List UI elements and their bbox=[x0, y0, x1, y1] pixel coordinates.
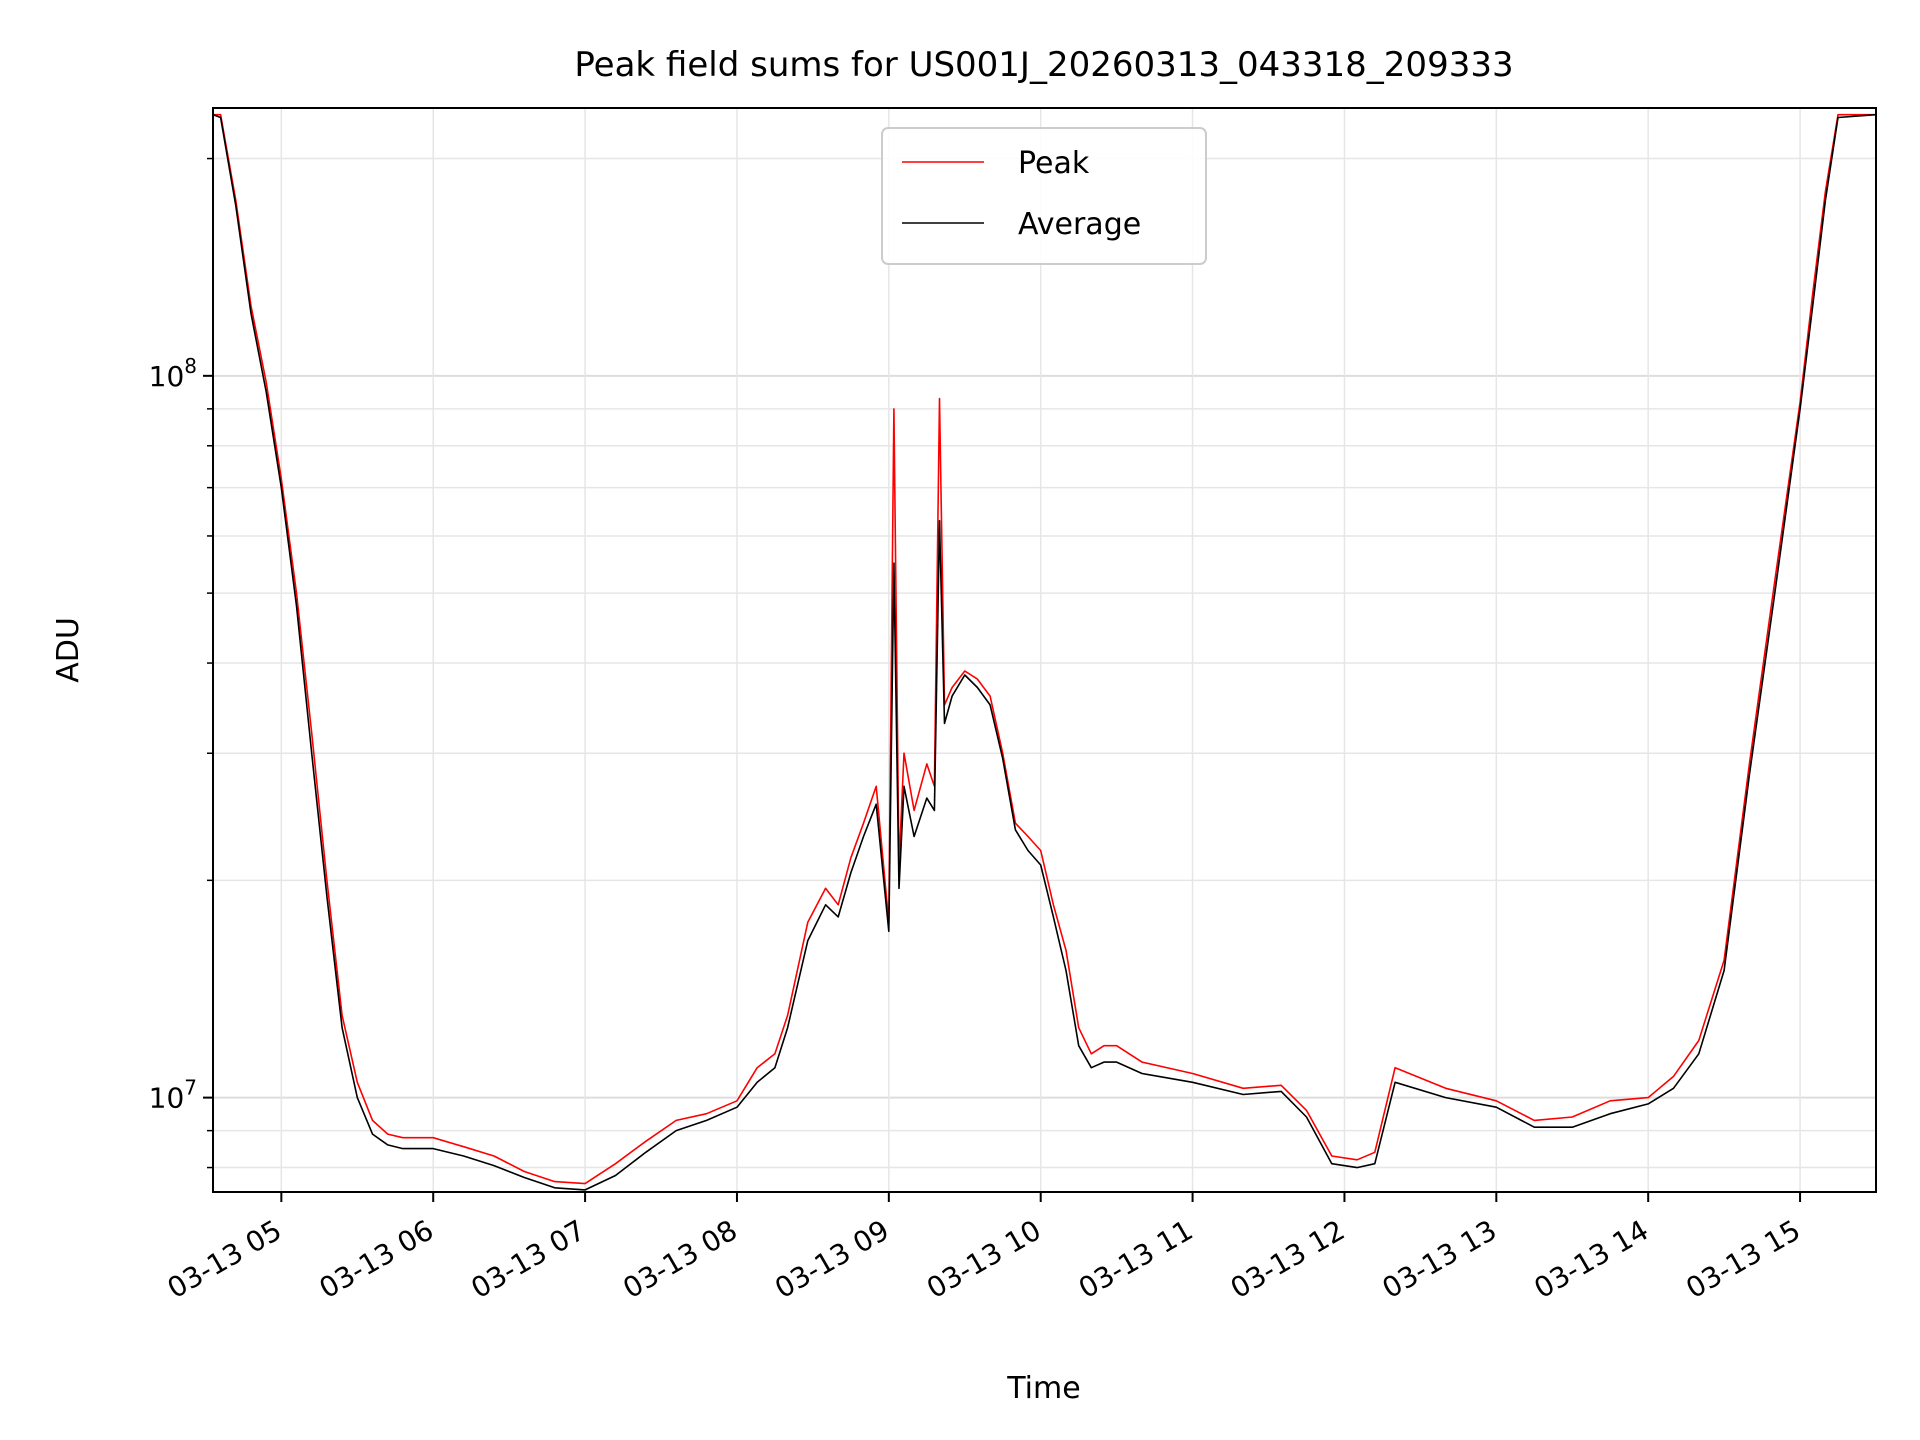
legend-label-peak: Peak bbox=[1018, 146, 1090, 181]
y-tick-label: 107 bbox=[149, 1076, 197, 1115]
legend-label-average: Average bbox=[1018, 207, 1141, 242]
x-axis-label: Time bbox=[1006, 1371, 1080, 1406]
y-tick-label-exponent: 7 bbox=[184, 1076, 197, 1100]
series-line-average bbox=[213, 113, 1876, 1191]
chart-title: Peak field sums for US001J_20260313_0433… bbox=[574, 45, 1513, 85]
series-line-peak bbox=[213, 113, 1876, 1185]
y-tick-label-base: 10 bbox=[149, 1082, 185, 1115]
y-axis-label: ADU bbox=[51, 617, 86, 683]
y-tick-label-base: 10 bbox=[149, 360, 185, 393]
legend: Peak Average bbox=[881, 127, 1207, 265]
y-tick-label-exponent: 8 bbox=[184, 354, 197, 378]
y-tick-label: 108 bbox=[149, 354, 197, 393]
plot-frame bbox=[212, 107, 1877, 1193]
series-layer bbox=[213, 113, 1876, 1191]
